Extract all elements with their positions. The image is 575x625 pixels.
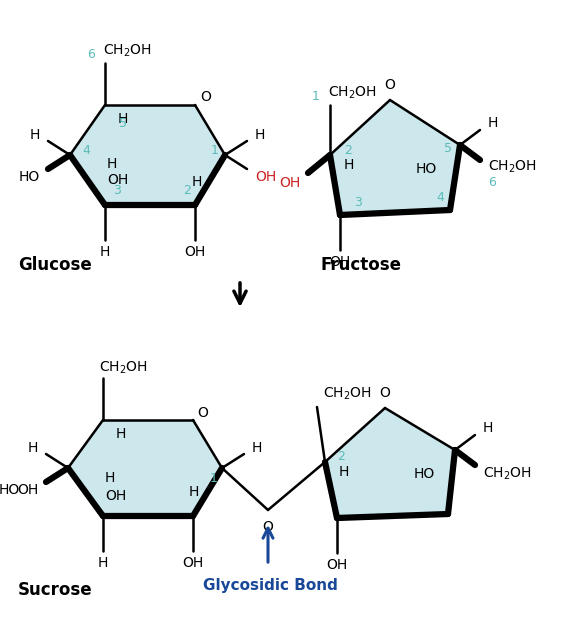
Text: H: H: [28, 441, 38, 455]
Text: HO: HO: [416, 162, 437, 176]
Text: OH: OH: [185, 245, 206, 259]
Text: 1: 1: [312, 91, 320, 104]
Text: CH$_2$OH: CH$_2$OH: [488, 159, 537, 175]
Text: H: H: [116, 427, 126, 441]
Text: HO: HO: [19, 170, 40, 184]
Text: 2: 2: [183, 184, 191, 197]
Text: 6: 6: [87, 49, 95, 61]
Text: 6: 6: [488, 176, 496, 189]
Text: 5: 5: [119, 117, 127, 130]
Text: H: H: [344, 158, 354, 172]
Text: CH$_2$OH: CH$_2$OH: [103, 42, 152, 59]
Text: 2: 2: [337, 449, 345, 462]
Text: Sucrose: Sucrose: [18, 581, 93, 599]
Text: H: H: [339, 465, 350, 479]
Text: CH$_2$OH: CH$_2$OH: [328, 85, 377, 101]
Text: O: O: [263, 520, 274, 534]
Text: O: O: [197, 406, 208, 420]
Text: H: H: [483, 421, 493, 435]
Text: CH$_2$OH: CH$_2$OH: [323, 386, 372, 402]
Text: CH$_2$OH: CH$_2$OH: [99, 360, 148, 376]
Polygon shape: [330, 100, 460, 215]
Text: H: H: [98, 556, 108, 570]
Text: OH: OH: [105, 489, 126, 503]
Text: H: H: [105, 471, 116, 485]
Text: 5: 5: [444, 142, 452, 156]
Text: 1: 1: [210, 471, 218, 484]
Text: H: H: [191, 175, 202, 189]
Text: 4: 4: [436, 191, 444, 204]
Text: CH$_2$OH: CH$_2$OH: [483, 466, 532, 482]
Text: H: H: [252, 441, 262, 455]
Text: O: O: [385, 78, 396, 92]
Text: H: H: [488, 116, 499, 130]
Polygon shape: [325, 408, 455, 518]
Text: OH: OH: [107, 173, 128, 187]
Text: O: O: [380, 386, 390, 400]
Text: OH: OH: [279, 176, 300, 190]
Text: 3: 3: [354, 196, 362, 209]
Text: HO: HO: [0, 483, 20, 497]
Text: 1: 1: [211, 144, 219, 158]
Text: H: H: [189, 485, 199, 499]
Text: 2: 2: [344, 144, 352, 158]
Polygon shape: [70, 105, 225, 205]
Text: Fructose: Fructose: [320, 256, 401, 274]
Text: H: H: [30, 128, 40, 142]
Text: H: H: [255, 128, 266, 142]
Text: H: H: [100, 245, 110, 259]
Text: OH: OH: [17, 483, 38, 497]
Text: OH: OH: [255, 170, 276, 184]
Text: HO: HO: [414, 467, 435, 481]
Text: Glucose: Glucose: [18, 256, 92, 274]
Text: H: H: [118, 112, 128, 126]
Polygon shape: [68, 420, 222, 516]
Text: OH: OH: [182, 556, 204, 570]
Text: H: H: [107, 157, 117, 171]
Text: Glycosidic Bond: Glycosidic Bond: [202, 578, 338, 593]
Text: OH: OH: [329, 255, 351, 269]
Text: 4: 4: [82, 144, 90, 158]
Text: O: O: [200, 90, 211, 104]
Text: OH: OH: [327, 558, 348, 572]
Text: 3: 3: [113, 184, 121, 197]
